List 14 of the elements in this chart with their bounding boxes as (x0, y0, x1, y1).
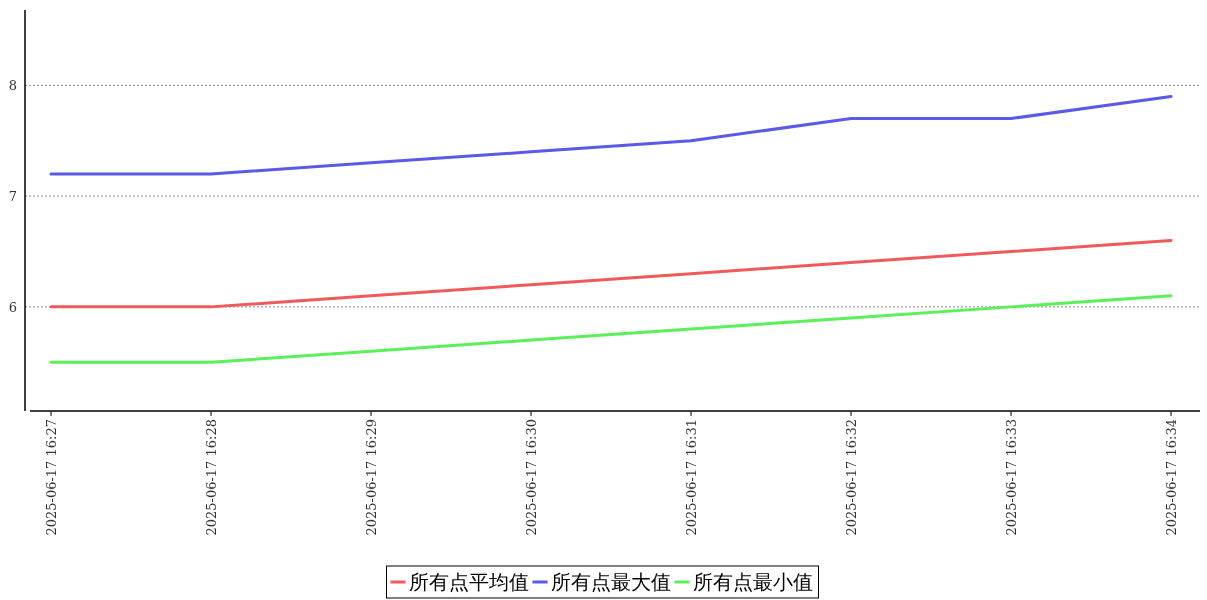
x-tick-label: 2025-06-17 16:28 (204, 419, 219, 536)
x-tick-label: 2025-06-17 16:34 (1164, 419, 1179, 536)
legend-label: 所有点最小值 (692, 570, 813, 594)
y-tick-label: 7 (8, 189, 17, 205)
x-tick-label: 2025-06-17 16:31 (684, 419, 699, 536)
x-tick-label: 2025-06-17 16:32 (844, 419, 859, 536)
y-tick-label: 8 (8, 78, 17, 94)
x-tick-label: 2025-06-17 16:27 (44, 419, 59, 536)
x-tick-label: 2025-06-17 16:33 (1004, 419, 1019, 536)
x-tick-label: 2025-06-17 16:29 (364, 419, 379, 536)
y-tick-label: 6 (8, 299, 17, 315)
legend-label: 所有点平均值 (408, 570, 529, 594)
legend-label: 所有点最大值 (550, 570, 671, 594)
x-tick-label: 2025-06-17 16:30 (524, 419, 539, 536)
